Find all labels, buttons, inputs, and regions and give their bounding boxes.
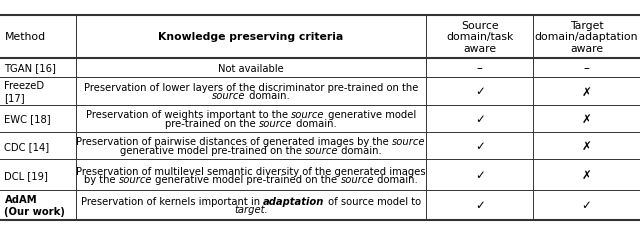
Text: AdAM
(Our work): AdAM (Our work) (4, 194, 65, 216)
Text: Preservation of lower layers of the discriminator pre-trained on the: Preservation of lower layers of the disc… (84, 82, 418, 92)
Text: Preservation of weights important to the: Preservation of weights important to the (86, 110, 291, 120)
Text: source: source (340, 174, 374, 184)
Text: Not available: Not available (218, 63, 284, 73)
Text: source: source (259, 118, 292, 128)
Text: ✓: ✓ (475, 199, 484, 212)
Text: source: source (119, 174, 152, 184)
Text: Method: Method (4, 32, 45, 42)
Text: ✓: ✓ (475, 112, 484, 125)
Text: domain.: domain. (246, 91, 289, 101)
Text: ✗: ✗ (582, 112, 591, 125)
Text: source: source (212, 91, 246, 101)
Text: ✓: ✓ (475, 140, 484, 153)
Text: Knowledge preserving criteria: Knowledge preserving criteria (158, 32, 344, 42)
Text: ✓: ✓ (475, 169, 484, 182)
Text: Preservation of pairwise distances of generated images by the: Preservation of pairwise distances of ge… (76, 137, 392, 147)
Text: Source
domain/task
aware: Source domain/task aware (446, 21, 513, 54)
Text: source: source (305, 145, 339, 155)
Text: source: source (392, 137, 426, 147)
Text: –: – (584, 62, 589, 75)
Text: TGAN [16]: TGAN [16] (4, 63, 56, 73)
Text: FreezeD
[17]: FreezeD [17] (4, 81, 45, 102)
Text: generative model pre-trained on the: generative model pre-trained on the (120, 145, 305, 155)
Text: generative model pre-trained on the: generative model pre-trained on the (152, 174, 340, 184)
Text: domain.: domain. (292, 118, 337, 128)
Text: Target
domain/adaptation
aware: Target domain/adaptation aware (535, 21, 638, 54)
Text: ✗: ✗ (582, 169, 591, 182)
Text: domain.: domain. (374, 174, 418, 184)
Text: Preservation of multilevel semantic diversity of the generated images: Preservation of multilevel semantic dive… (76, 166, 426, 176)
Text: –: – (477, 62, 483, 75)
Text: adaptation: adaptation (263, 196, 324, 206)
Text: ✓: ✓ (475, 85, 484, 98)
Text: source: source (291, 110, 324, 120)
Text: ✗: ✗ (582, 85, 591, 98)
Text: ✓: ✓ (582, 199, 591, 212)
Text: EWC [18]: EWC [18] (4, 114, 51, 124)
Text: target.: target. (234, 204, 268, 214)
Text: DCL [19]: DCL [19] (4, 170, 49, 180)
Text: by the: by the (84, 174, 119, 184)
Text: domain.: domain. (339, 145, 382, 155)
Text: Preservation of kernels important in: Preservation of kernels important in (81, 196, 263, 206)
Text: of source model to: of source model to (324, 196, 420, 206)
Text: pre-trained on the: pre-trained on the (165, 118, 259, 128)
Text: CDC [14]: CDC [14] (4, 141, 50, 151)
Text: ✗: ✗ (582, 140, 591, 153)
Text: generative model: generative model (324, 110, 416, 120)
